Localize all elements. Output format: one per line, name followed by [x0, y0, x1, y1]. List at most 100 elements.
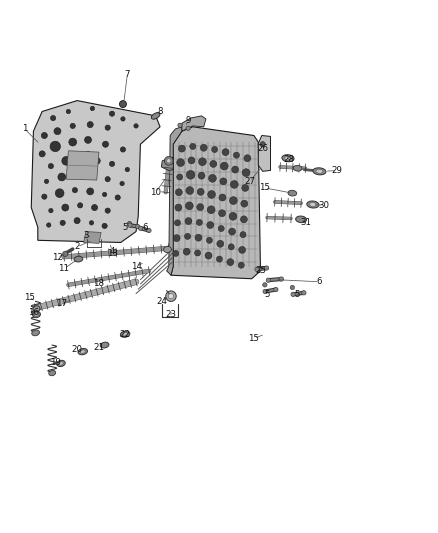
Circle shape	[186, 171, 195, 179]
Circle shape	[174, 220, 180, 226]
Circle shape	[291, 292, 295, 296]
Circle shape	[86, 151, 90, 155]
Circle shape	[175, 189, 182, 196]
Circle shape	[89, 172, 96, 179]
Ellipse shape	[152, 112, 160, 119]
Circle shape	[240, 216, 247, 223]
Circle shape	[164, 157, 173, 165]
Circle shape	[93, 157, 100, 164]
Circle shape	[74, 171, 80, 177]
Circle shape	[166, 291, 176, 302]
Text: 6: 6	[317, 277, 322, 286]
Circle shape	[222, 149, 229, 156]
Circle shape	[125, 167, 130, 172]
Circle shape	[266, 278, 271, 282]
Circle shape	[90, 106, 95, 111]
Circle shape	[87, 122, 93, 128]
Circle shape	[63, 251, 68, 256]
Circle shape	[216, 256, 223, 262]
Circle shape	[121, 117, 125, 121]
Text: 2: 2	[74, 243, 80, 252]
Text: 6: 6	[142, 223, 148, 232]
Text: 23: 23	[166, 310, 177, 319]
Circle shape	[102, 141, 109, 147]
Circle shape	[205, 252, 212, 259]
Text: 1: 1	[22, 125, 28, 133]
Ellipse shape	[313, 168, 326, 175]
Circle shape	[105, 208, 110, 213]
Circle shape	[60, 220, 65, 225]
Circle shape	[127, 222, 132, 226]
Circle shape	[212, 147, 218, 152]
Circle shape	[66, 109, 71, 114]
Circle shape	[263, 289, 267, 294]
Circle shape	[185, 217, 192, 224]
Ellipse shape	[32, 330, 39, 336]
Circle shape	[208, 174, 216, 182]
Circle shape	[138, 226, 143, 230]
Circle shape	[105, 176, 110, 182]
Text: 10: 10	[150, 188, 161, 197]
Circle shape	[102, 223, 107, 229]
Circle shape	[240, 231, 246, 238]
Ellipse shape	[288, 190, 297, 196]
Ellipse shape	[34, 313, 39, 316]
Circle shape	[239, 246, 246, 253]
Circle shape	[227, 259, 234, 265]
Circle shape	[197, 188, 204, 195]
Circle shape	[263, 282, 267, 287]
Polygon shape	[258, 135, 271, 171]
Circle shape	[194, 250, 201, 256]
Circle shape	[242, 184, 249, 191]
Circle shape	[200, 144, 207, 151]
Text: 7: 7	[124, 70, 130, 79]
Text: 5: 5	[295, 290, 300, 300]
Circle shape	[175, 204, 182, 211]
Circle shape	[188, 157, 195, 164]
Circle shape	[219, 210, 226, 217]
Text: 19: 19	[50, 358, 61, 367]
Polygon shape	[171, 127, 261, 279]
Text: 14: 14	[131, 262, 141, 271]
Circle shape	[210, 160, 217, 167]
Polygon shape	[161, 157, 173, 171]
Circle shape	[120, 181, 124, 185]
Circle shape	[42, 194, 47, 199]
Ellipse shape	[80, 350, 85, 353]
Ellipse shape	[59, 362, 64, 365]
Circle shape	[255, 267, 259, 271]
Circle shape	[87, 188, 94, 195]
Circle shape	[178, 123, 182, 127]
Circle shape	[265, 266, 269, 270]
Circle shape	[207, 206, 215, 214]
Text: 12: 12	[52, 253, 63, 262]
Text: 29: 29	[332, 166, 343, 175]
Text: 5: 5	[264, 290, 270, 300]
Ellipse shape	[307, 201, 319, 208]
Circle shape	[260, 142, 265, 147]
Polygon shape	[84, 231, 101, 244]
Text: 28: 28	[283, 155, 294, 164]
Ellipse shape	[32, 311, 40, 318]
Circle shape	[50, 116, 56, 120]
Text: 16: 16	[28, 308, 39, 317]
Text: 30: 30	[318, 201, 329, 210]
Circle shape	[88, 166, 92, 170]
Text: 5: 5	[122, 223, 128, 232]
Circle shape	[190, 143, 196, 149]
Text: 15: 15	[24, 293, 35, 302]
Circle shape	[230, 197, 237, 205]
Circle shape	[49, 208, 53, 213]
Circle shape	[54, 128, 61, 135]
Circle shape	[135, 224, 140, 229]
Ellipse shape	[163, 246, 171, 253]
Circle shape	[128, 223, 132, 228]
Ellipse shape	[123, 333, 128, 336]
Text: 15: 15	[248, 334, 259, 343]
Circle shape	[220, 178, 227, 185]
Text: 8: 8	[157, 107, 163, 116]
Text: 13: 13	[106, 249, 117, 258]
Ellipse shape	[316, 169, 323, 173]
Circle shape	[279, 277, 283, 281]
Circle shape	[92, 205, 98, 211]
